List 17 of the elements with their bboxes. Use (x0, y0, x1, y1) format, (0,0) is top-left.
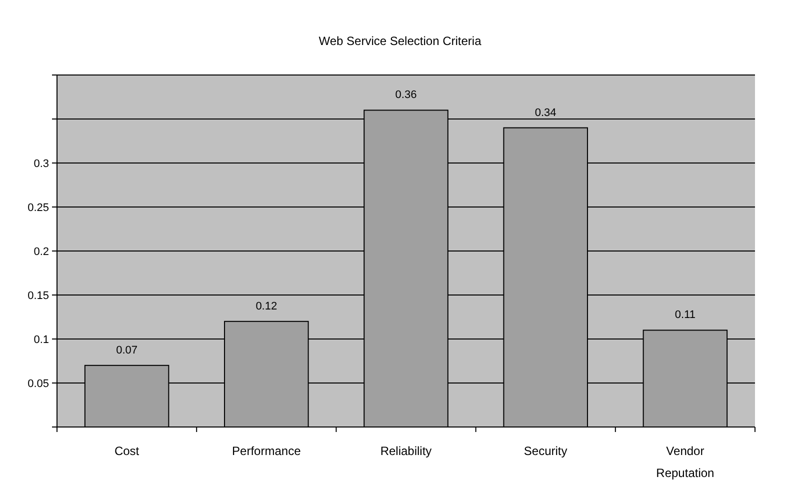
data-label: 0.11 (674, 309, 696, 322)
y-tick-label: 0.1 (34, 334, 49, 346)
chart-title: Web Service Selection Criteria (318, 34, 482, 48)
x-tick-label: Reliability (380, 444, 432, 458)
data-label: 0.12 (256, 300, 278, 312)
y-tick-label: 0.15 (28, 290, 49, 302)
data-label: 0.34 (534, 106, 556, 119)
y-tick-label: 0.05 (28, 378, 49, 390)
x-tick-label: Performance (232, 444, 302, 458)
y-tick-label: 0.2 (34, 246, 49, 258)
x-tick-label: Security (524, 444, 568, 458)
y-tick-label: 0.25 (28, 202, 49, 214)
y-tick-label: 0.3 (34, 158, 49, 170)
x-tick-label: Cost (114, 444, 140, 458)
x-tick-label: Vendor Reputation (656, 444, 714, 480)
data-label: 0.07 (116, 344, 138, 356)
data-label: 0.36 (395, 89, 417, 102)
